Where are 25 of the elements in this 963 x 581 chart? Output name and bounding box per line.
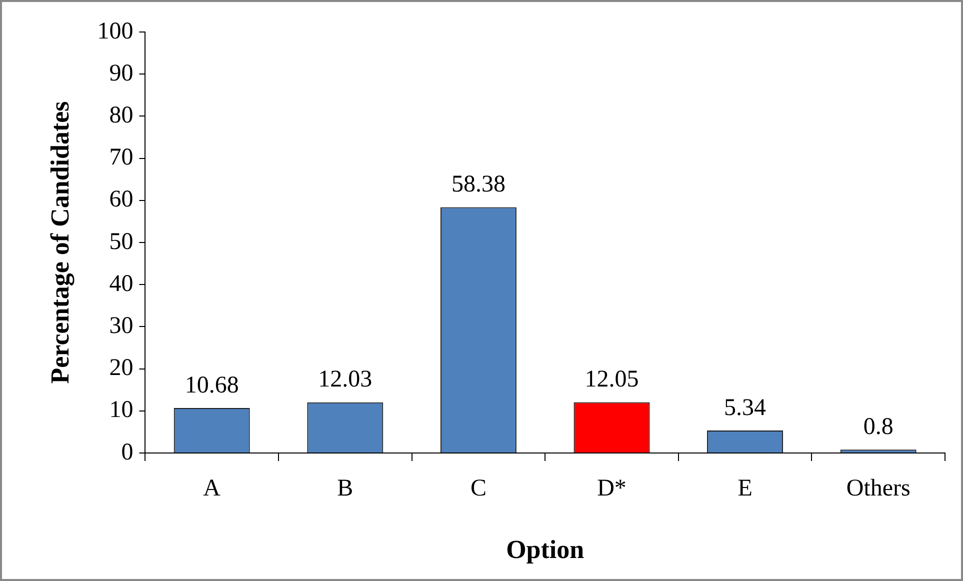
- x-tick-label: C: [470, 476, 486, 502]
- data-label: 12.03: [318, 366, 372, 393]
- x-tick-label: E: [738, 476, 752, 502]
- y-tick-label: 90: [109, 60, 134, 86]
- y-tick-label: 60: [109, 186, 134, 213]
- y-tick-label: 30: [109, 312, 134, 339]
- y-axis-title: Percentage of Candidates: [45, 101, 74, 384]
- y-tick-label: 20: [109, 355, 134, 382]
- y-tick-label: 50: [109, 228, 134, 255]
- y-tick-label: 70: [109, 144, 134, 171]
- x-tick-label: B: [337, 476, 354, 502]
- x-axis-title: Option: [506, 535, 585, 564]
- x-tick-label: A: [203, 476, 222, 502]
- y-tick-label: 40: [109, 270, 134, 297]
- data-label: 0.8: [863, 414, 894, 440]
- data-label: 5.34: [724, 394, 766, 421]
- y-tick-label: 0: [121, 439, 134, 466]
- y-tick-label: 10: [109, 397, 134, 424]
- x-tick-label: Others: [846, 476, 910, 502]
- data-label: 10.68: [184, 372, 239, 398]
- data-label: 58.38: [451, 172, 506, 198]
- x-tick-label: D*: [597, 476, 626, 502]
- data-label: 12.05: [584, 366, 639, 393]
- y-tick-label: 80: [109, 102, 134, 128]
- y-tick-label: 100: [97, 18, 134, 44]
